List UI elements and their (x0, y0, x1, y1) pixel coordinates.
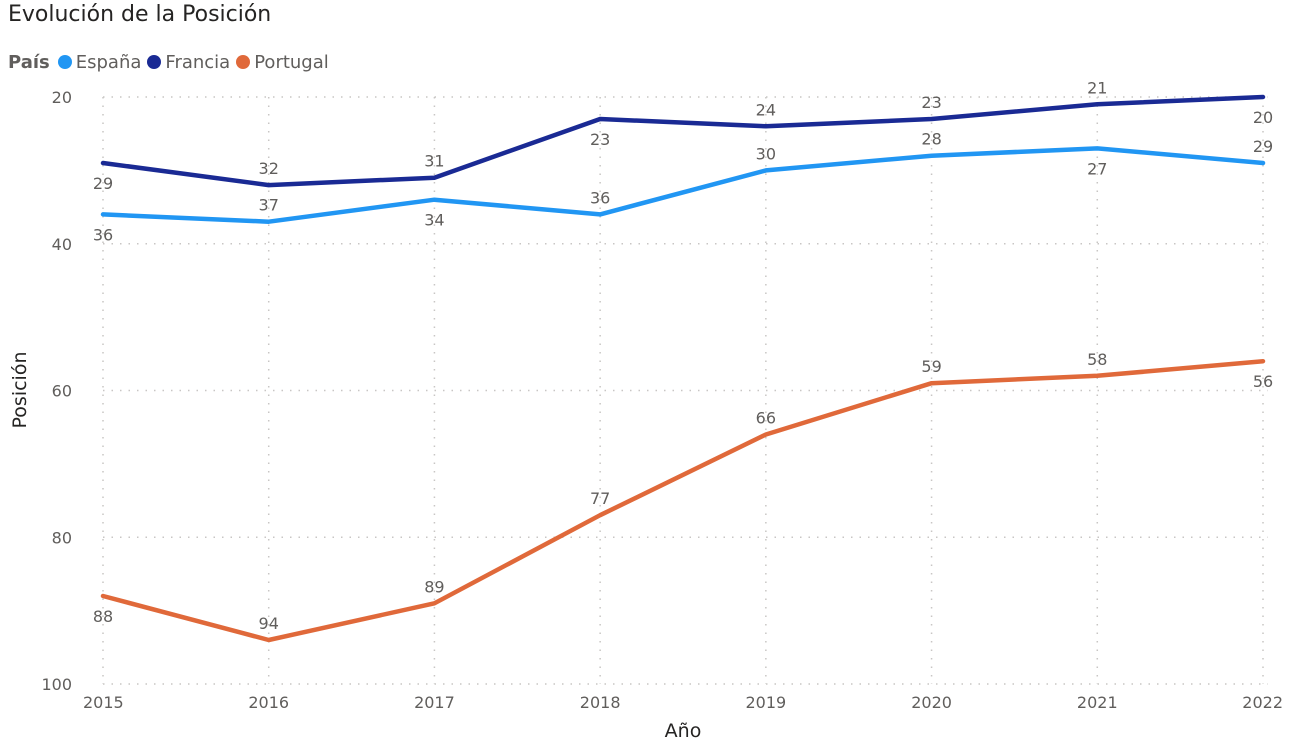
data-label: 58 (1087, 350, 1107, 369)
data-label: 89 (424, 577, 444, 596)
legend-item-espana[interactable]: España (57, 51, 142, 73)
series-line-francia (100, 94, 1266, 188)
y-tick-label: 60 (52, 382, 72, 401)
x-tick-label: 2018 (580, 693, 621, 712)
y-tick-label: 100 (41, 675, 72, 694)
data-label: 24 (756, 100, 776, 119)
series-lines (100, 94, 1266, 643)
data-label: 56 (1253, 372, 1273, 391)
data-label: 66 (756, 409, 776, 428)
series-line-espaa (100, 146, 1266, 224)
data-label: 23 (921, 93, 941, 112)
y-axis-ticks: 20 40 60 80 100 (41, 88, 72, 694)
legend-dot-portugal-icon (236, 55, 251, 69)
y-tick-label: 20 (52, 88, 72, 107)
legend-label-espana: España (75, 51, 142, 73)
x-axis-ticks: 2015 2016 2017 2018 2019 2020 2021 2022 (83, 693, 1283, 712)
x-tick-label: 2022 (1242, 693, 1283, 712)
x-tick-label: 2019 (745, 693, 786, 712)
data-label: 28 (921, 130, 941, 149)
data-label: 20 (1253, 108, 1273, 127)
data-label: 59 (921, 357, 941, 376)
data-label: 36 (590, 188, 610, 207)
data-label: 31 (424, 152, 444, 171)
data-label: 36 (93, 225, 113, 244)
data-label: 88 (93, 607, 113, 626)
series-line-portugal (100, 358, 1266, 643)
x-axis-title: Año (665, 720, 702, 742)
legend-title: País (8, 51, 50, 73)
data-label: 23 (590, 130, 610, 149)
legend: País España Francia Portugal (8, 50, 335, 74)
data-label: 21 (1087, 78, 1107, 97)
data-label: 29 (93, 174, 113, 193)
legend-label-francia: Francia (165, 51, 231, 73)
legend-dot-francia-icon (147, 55, 162, 69)
y-tick-label: 80 (52, 528, 72, 547)
data-labels: 36 37 34 36 30 28 27 29 29 32 31 23 24 23 21 20 88 94 89 77… (93, 78, 1273, 633)
data-label: 27 (1087, 159, 1107, 178)
data-label: 34 (424, 211, 444, 230)
data-label: 29 (1253, 137, 1273, 156)
data-label: 30 (756, 144, 776, 163)
x-tick-label: 2015 (83, 693, 124, 712)
y-tick-label: 40 (52, 235, 72, 254)
x-tick-label: 2021 (1077, 693, 1118, 712)
data-label: 32 (259, 159, 279, 178)
data-label: 37 (259, 196, 279, 215)
data-label: 77 (590, 489, 610, 508)
data-label: 94 (259, 614, 279, 633)
y-axis-title: Posición (9, 352, 31, 429)
chart-title: Evolución de la Posición (8, 2, 272, 27)
x-tick-label: 2016 (248, 693, 289, 712)
legend-item-portugal[interactable]: Portugal (236, 52, 329, 73)
legend-dot-espana-icon (57, 55, 72, 69)
x-tick-label: 2020 (911, 693, 952, 712)
legend-label-portugal: Portugal (254, 51, 329, 73)
x-tick-label: 2017 (414, 693, 455, 712)
legend-item-francia[interactable]: Francia (147, 52, 230, 73)
